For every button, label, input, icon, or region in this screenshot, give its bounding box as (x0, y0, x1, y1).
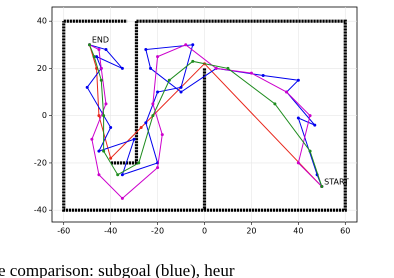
x-tick-label: -40 (104, 227, 117, 236)
x-tick-label: 0 (202, 227, 207, 236)
waypoint (296, 116, 300, 120)
x-tick-label: 60 (340, 227, 350, 236)
waypoint (249, 71, 253, 75)
waypoint (97, 173, 101, 177)
waypoint (137, 161, 141, 165)
waypoint (179, 90, 183, 94)
waypoint (99, 78, 103, 82)
waypoint (109, 125, 113, 129)
x-tick-label: 40 (293, 227, 303, 236)
y-tick-label: 20 (37, 64, 47, 73)
waypoint (144, 48, 148, 52)
annotation: END (92, 36, 109, 45)
y-tick-label: 40 (37, 17, 47, 26)
waypoint (120, 173, 124, 177)
waypoint (184, 43, 188, 47)
waypoint (120, 66, 124, 70)
waypoint (116, 173, 120, 177)
waypoint (132, 137, 136, 141)
waypoint (90, 137, 94, 141)
path-line (89, 44, 323, 187)
waypoint (191, 43, 195, 47)
y-tick-label: -20 (34, 158, 47, 167)
waypoint (285, 90, 289, 94)
waypoint (144, 121, 148, 125)
waypoint (109, 156, 113, 160)
caption: e comparison: subgoal (blue), heur (0, 261, 235, 278)
waypoint (85, 85, 89, 89)
waypoint (320, 185, 324, 189)
waypoint (97, 114, 101, 118)
waypoint (139, 125, 143, 129)
waypoint (120, 196, 124, 200)
waypoint (104, 102, 108, 106)
waypoint (226, 66, 230, 70)
annotation: START (324, 177, 349, 186)
waypoint (160, 133, 164, 137)
waypoint (102, 149, 106, 153)
x-tick-label: -60 (57, 227, 70, 236)
waypoint (102, 114, 106, 118)
waypoint (308, 149, 312, 153)
x-tick-label: 20 (246, 227, 256, 236)
waypoint (191, 59, 195, 63)
waypoint (97, 149, 101, 153)
y-tick-label: 0 (42, 111, 47, 120)
waypoint (151, 102, 155, 106)
waypoint (88, 43, 92, 47)
waypoint (97, 48, 101, 52)
waypoint (313, 123, 317, 127)
waypoint (273, 102, 277, 106)
waypoint (99, 66, 103, 70)
waypoint (156, 55, 160, 59)
waypoint (95, 55, 99, 59)
waypoint (104, 48, 108, 52)
wall (62, 19, 347, 212)
waypoint (92, 55, 96, 59)
waypoint (156, 166, 160, 170)
y-tick-label: -40 (34, 206, 47, 215)
waypoint (296, 161, 300, 165)
waypoint (296, 78, 300, 82)
waypoint (308, 114, 312, 118)
waypoint (167, 78, 171, 82)
x-tick-label: -20 (151, 227, 164, 236)
waypoint (179, 85, 183, 89)
waypoint (214, 66, 218, 70)
path-line (89, 44, 323, 200)
waypoint (149, 66, 153, 70)
waypoint (261, 74, 265, 78)
waypoint (151, 114, 155, 118)
waypoint (156, 90, 160, 94)
